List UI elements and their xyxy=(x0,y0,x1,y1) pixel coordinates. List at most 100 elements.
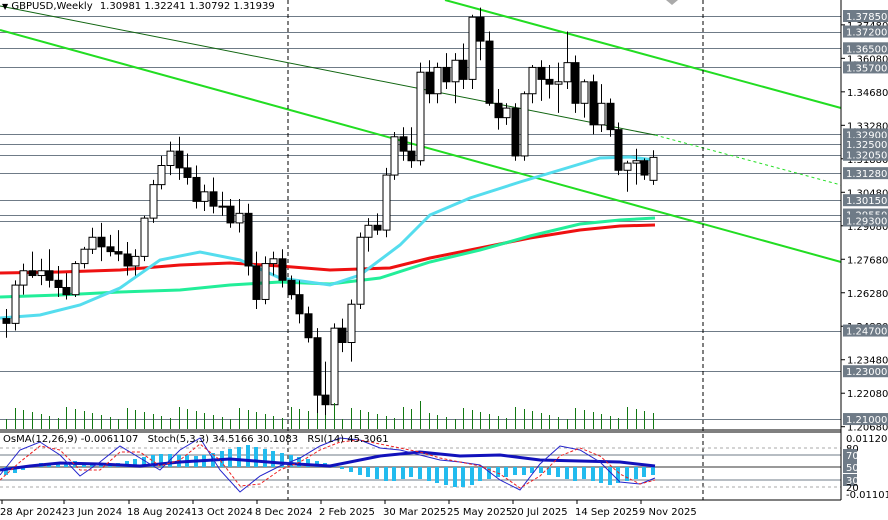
candle[interactable] xyxy=(37,270,46,277)
candle[interactable] xyxy=(433,66,442,95)
candle[interactable] xyxy=(364,224,373,238)
candle[interactable] xyxy=(382,174,391,231)
candle[interactable] xyxy=(528,66,537,95)
candle[interactable] xyxy=(571,62,580,104)
time-tick: 23 Jun 2024 xyxy=(62,507,122,518)
candle[interactable] xyxy=(157,165,166,186)
candle[interactable] xyxy=(295,294,304,315)
candle[interactable] xyxy=(649,156,658,181)
candle[interactable] xyxy=(502,107,511,119)
candle[interactable] xyxy=(313,337,322,396)
candle[interactable] xyxy=(338,327,347,344)
candle[interactable] xyxy=(244,212,253,267)
osma-bar xyxy=(133,459,137,467)
level-price-label xyxy=(843,413,888,426)
shift-marker-icon[interactable] xyxy=(666,0,678,5)
indicator-panel xyxy=(0,437,841,493)
osma-bar xyxy=(366,467,370,477)
osma-bar xyxy=(565,467,569,479)
candle[interactable] xyxy=(175,150,184,169)
candle[interactable] xyxy=(399,136,408,152)
svg-text:1.37850: 1.37850 xyxy=(846,12,887,23)
candle[interactable] xyxy=(88,236,97,250)
candle[interactable] xyxy=(321,394,330,406)
candle[interactable] xyxy=(218,205,227,208)
candle[interactable] xyxy=(252,265,261,300)
candle[interactable] xyxy=(149,184,158,219)
trendline-mid[interactable] xyxy=(0,5,656,136)
svg-text:1.32500: 1.32500 xyxy=(846,140,887,151)
candle[interactable] xyxy=(28,270,37,277)
osma-bar xyxy=(13,467,17,473)
candle[interactable] xyxy=(330,327,339,406)
candle[interactable] xyxy=(614,129,623,171)
candle[interactable] xyxy=(459,59,468,80)
candle[interactable] xyxy=(554,81,563,85)
candle[interactable] xyxy=(632,160,641,164)
candle[interactable] xyxy=(597,102,606,126)
price-tick: 1.26280 xyxy=(847,289,888,300)
candle[interactable] xyxy=(356,236,365,305)
candle[interactable] xyxy=(520,93,529,157)
candle[interactable] xyxy=(304,313,313,339)
candle[interactable] xyxy=(347,303,356,344)
candle[interactable] xyxy=(416,71,425,162)
candle[interactable] xyxy=(545,78,554,85)
candle[interactable] xyxy=(123,253,132,267)
candle[interactable] xyxy=(235,212,244,224)
candle[interactable] xyxy=(131,255,140,267)
candle[interactable] xyxy=(278,258,287,281)
candle[interactable] xyxy=(537,66,546,80)
channel-upper-line[interactable] xyxy=(444,0,842,109)
candle[interactable] xyxy=(442,66,451,83)
candle[interactable] xyxy=(114,251,123,255)
candle[interactable] xyxy=(140,217,149,257)
candle[interactable] xyxy=(373,224,382,231)
candle[interactable] xyxy=(640,160,649,176)
candle[interactable] xyxy=(563,62,572,83)
level-price-label xyxy=(843,194,888,207)
triangle-down-icon[interactable]: ▼ xyxy=(2,2,9,11)
candle[interactable] xyxy=(62,286,71,296)
candle[interactable] xyxy=(54,279,63,288)
candle[interactable] xyxy=(425,71,434,95)
candle[interactable] xyxy=(269,258,278,265)
candle[interactable] xyxy=(71,263,80,296)
price-tick: 1.30480 xyxy=(847,188,888,199)
candle[interactable] xyxy=(11,284,20,324)
candle[interactable] xyxy=(19,270,28,286)
candle[interactable] xyxy=(451,59,460,83)
candle[interactable] xyxy=(183,167,192,178)
svg-text:1.31280: 1.31280 xyxy=(846,169,887,180)
candle[interactable] xyxy=(407,150,416,162)
candle[interactable] xyxy=(106,246,115,253)
candle[interactable] xyxy=(200,191,209,202)
candle[interactable] xyxy=(485,40,494,104)
candle[interactable] xyxy=(261,263,270,300)
candle[interactable] xyxy=(476,16,485,42)
candle[interactable] xyxy=(390,136,399,176)
candle[interactable] xyxy=(226,205,235,224)
osma-bar xyxy=(470,467,474,485)
candle[interactable] xyxy=(192,176,201,202)
candle[interactable] xyxy=(287,279,296,296)
candle[interactable] xyxy=(606,102,615,131)
candle[interactable] xyxy=(97,236,106,248)
candle[interactable] xyxy=(589,81,598,126)
candle[interactable] xyxy=(209,191,218,207)
osma-bar xyxy=(453,467,457,487)
candle[interactable] xyxy=(166,150,175,166)
candle[interactable] xyxy=(2,318,11,324)
price-tick: 1.34680 xyxy=(847,88,888,99)
candle[interactable] xyxy=(511,107,520,157)
candle[interactable] xyxy=(80,248,89,265)
osma-bar xyxy=(435,467,439,483)
osma-bar xyxy=(358,467,362,475)
candle[interactable] xyxy=(45,270,54,281)
level-price-label xyxy=(843,61,888,74)
candle[interactable] xyxy=(623,162,632,171)
candle[interactable] xyxy=(494,102,503,119)
candle[interactable] xyxy=(580,81,589,104)
candle[interactable] xyxy=(468,16,477,80)
